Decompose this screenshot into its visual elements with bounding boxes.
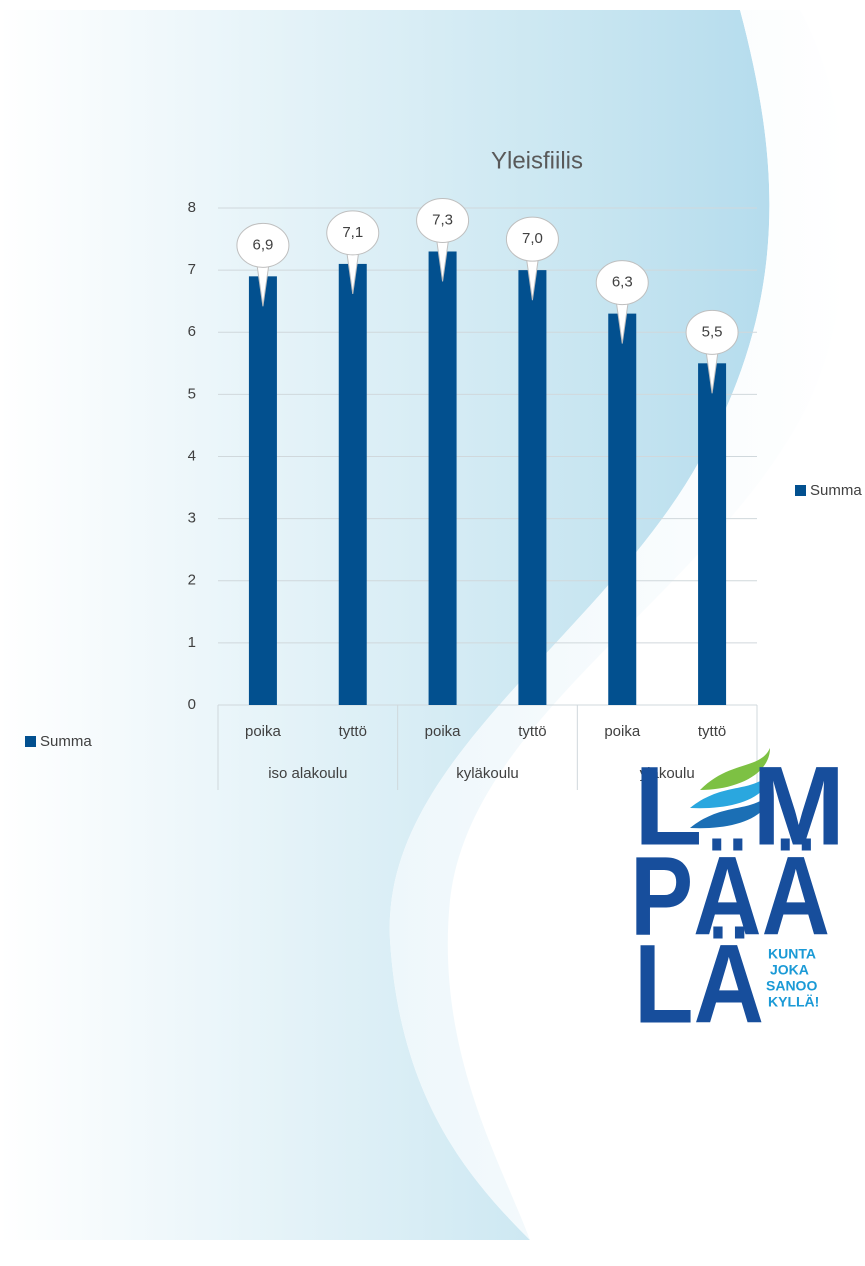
y-tick-label: 7 [188, 261, 196, 278]
y-tick-label: 0 [188, 696, 196, 713]
logo: L M PÄÄ LÄ KUNTA JOKA SANOO KYLLÄ! [630, 744, 845, 1047]
data-label-callout [326, 210, 380, 256]
data-label-callout [436, 239, 450, 282]
data-label-callout [615, 301, 629, 344]
logo-slogan: JOKA [770, 962, 809, 978]
data-label-callout [617, 297, 628, 304]
legend-swatch [795, 485, 806, 496]
logo-wave [700, 748, 770, 790]
bar [518, 270, 547, 705]
y-tick-label: 4 [188, 447, 196, 464]
data-label-callout [437, 235, 448, 242]
y-tick-label: 6 [188, 323, 196, 340]
background-wave [0, 10, 770, 1240]
data-label: 7,3 [432, 211, 453, 228]
y-tick-label: 1 [188, 634, 196, 651]
y-tick-label: 3 [188, 510, 196, 527]
bar [338, 263, 367, 705]
chart: 0 1 2 3 4 5 6 7 8 iso alakoulu kyläkoulu yläkoulu po… [188, 197, 758, 790]
x-tick-label: poika [604, 723, 641, 740]
data-label-callout [256, 264, 270, 307]
data-label-callout [236, 222, 290, 268]
x-group-label: yläkoulu [640, 765, 695, 782]
legend-label: Summa [40, 733, 92, 750]
data-label-callout [527, 254, 538, 261]
bar [428, 251, 457, 706]
x-tick-label: tyttö [339, 723, 367, 740]
data-label: 7,1 [342, 224, 363, 241]
legend-swatch [25, 736, 36, 747]
bar [248, 276, 277, 705]
data-label: 5,5 [702, 323, 723, 340]
data-label-callout [505, 216, 559, 262]
logo-wave [690, 790, 772, 829]
data-label: 6,9 [252, 236, 273, 253]
data-label: 7,0 [522, 230, 543, 247]
y-tick-label: 8 [188, 199, 196, 216]
logo-text: PÄÄ [630, 834, 830, 959]
legend-label: Summa [810, 482, 862, 499]
logo-slogan: SANOO [766, 978, 817, 994]
logo-wave [690, 770, 772, 809]
logo-slogan: KYLLÄ! [768, 994, 819, 1010]
data-label-callout [525, 258, 539, 301]
data-label-callout [347, 247, 358, 254]
bar [698, 363, 727, 705]
x-group-label: kyläkoulu [456, 765, 519, 782]
logo-text: LÄ [634, 922, 764, 1047]
data-label-callout [416, 197, 470, 243]
data-label-callout [257, 260, 268, 267]
data-label-callout [346, 251, 360, 294]
x-group-label: iso alakoulu [268, 765, 347, 782]
data-label-callout [705, 351, 719, 394]
y-tick-label: 5 [188, 385, 196, 402]
data-label-callout [595, 260, 649, 306]
x-tick-label: tyttö [698, 723, 726, 740]
x-tick-label: poika [425, 723, 462, 740]
bar [608, 313, 637, 705]
data-label-callout [707, 347, 718, 354]
x-tick-label: poika [245, 723, 282, 740]
chart-title: Yleisfiilis [491, 147, 583, 174]
x-tick-label: tyttö [518, 723, 546, 740]
data-label: 6,3 [612, 274, 633, 291]
logo-text: L [634, 744, 702, 869]
logo-slogan: KUNTA [768, 946, 816, 962]
logo-text: M [752, 744, 845, 869]
y-tick-label: 2 [188, 572, 196, 589]
data-label-callout [685, 309, 739, 355]
